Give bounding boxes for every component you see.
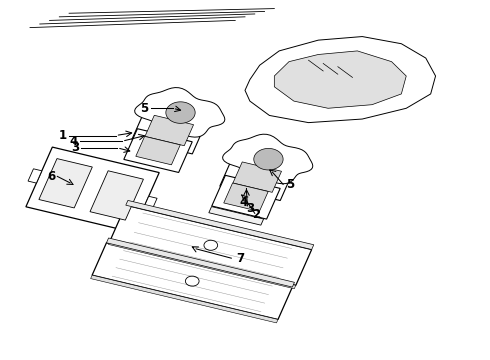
Text: 3: 3 [246, 202, 254, 215]
Text: 3: 3 [71, 141, 79, 154]
Polygon shape [132, 107, 207, 154]
Polygon shape [209, 207, 264, 225]
Polygon shape [245, 37, 436, 123]
Polygon shape [145, 115, 194, 146]
Polygon shape [212, 175, 280, 219]
Text: 5: 5 [140, 102, 148, 115]
Text: 5: 5 [286, 178, 294, 191]
Polygon shape [274, 51, 406, 108]
Polygon shape [39, 159, 92, 208]
Polygon shape [108, 241, 296, 289]
Polygon shape [124, 129, 192, 172]
Polygon shape [90, 171, 144, 220]
Text: 4: 4 [70, 135, 78, 148]
Polygon shape [26, 147, 159, 232]
Polygon shape [110, 205, 312, 285]
Polygon shape [233, 162, 282, 192]
Text: 7: 7 [237, 252, 245, 265]
Text: 4: 4 [240, 197, 248, 210]
Polygon shape [106, 238, 294, 287]
Text: 6: 6 [48, 170, 56, 183]
Polygon shape [166, 102, 195, 123]
Polygon shape [91, 275, 278, 323]
Polygon shape [135, 87, 225, 137]
Polygon shape [254, 148, 283, 170]
Polygon shape [222, 134, 313, 184]
Polygon shape [224, 183, 268, 211]
Text: 1: 1 [59, 129, 67, 142]
Polygon shape [126, 201, 314, 249]
Polygon shape [220, 154, 294, 201]
Polygon shape [143, 196, 157, 211]
Polygon shape [28, 169, 42, 183]
Text: 2: 2 [252, 208, 260, 221]
Polygon shape [92, 243, 293, 319]
Polygon shape [136, 136, 180, 165]
